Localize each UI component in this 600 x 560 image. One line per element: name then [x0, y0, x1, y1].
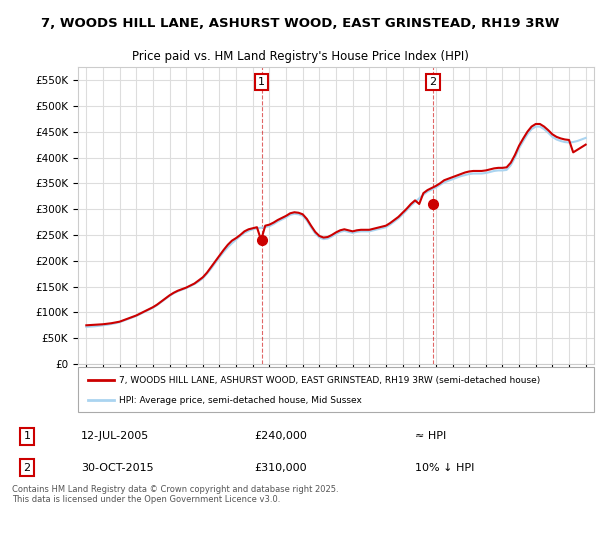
Text: £240,000: £240,000 — [254, 431, 307, 441]
Text: 2: 2 — [23, 463, 31, 473]
Text: HPI: Average price, semi-detached house, Mid Sussex: HPI: Average price, semi-detached house,… — [119, 396, 362, 405]
Text: 30-OCT-2015: 30-OCT-2015 — [81, 463, 154, 473]
Text: 7, WOODS HILL LANE, ASHURST WOOD, EAST GRINSTEAD, RH19 3RW (semi-detached house): 7, WOODS HILL LANE, ASHURST WOOD, EAST G… — [119, 376, 541, 385]
Text: 2: 2 — [430, 77, 437, 87]
Text: Price paid vs. HM Land Registry's House Price Index (HPI): Price paid vs. HM Land Registry's House … — [131, 50, 469, 63]
Text: 1: 1 — [23, 431, 31, 441]
Text: 12-JUL-2005: 12-JUL-2005 — [81, 431, 149, 441]
Text: 7, WOODS HILL LANE, ASHURST WOOD, EAST GRINSTEAD, RH19 3RW: 7, WOODS HILL LANE, ASHURST WOOD, EAST G… — [41, 17, 559, 30]
Text: Contains HM Land Registry data © Crown copyright and database right 2025.
This d: Contains HM Land Registry data © Crown c… — [12, 484, 338, 504]
Text: 10% ↓ HPI: 10% ↓ HPI — [415, 463, 475, 473]
Text: ≈ HPI: ≈ HPI — [415, 431, 446, 441]
FancyBboxPatch shape — [78, 367, 594, 412]
Text: 1: 1 — [258, 77, 265, 87]
Text: £310,000: £310,000 — [254, 463, 307, 473]
